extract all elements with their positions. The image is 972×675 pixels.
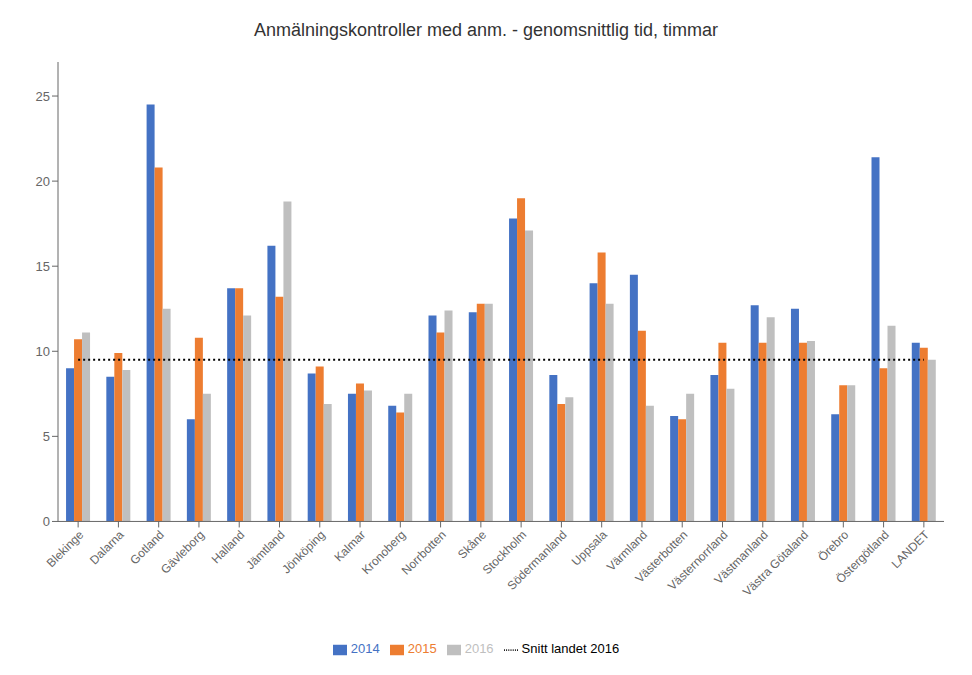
svg-text:5: 5 (43, 429, 50, 444)
svg-text:Blekinge: Blekinge (44, 527, 87, 570)
svg-text:Stockholm: Stockholm (479, 527, 530, 578)
svg-text:Norrbotten: Norrbotten (399, 528, 449, 578)
svg-text:Östergötland: Östergötland (833, 528, 891, 586)
svg-text:Västerbotten: Västerbotten (632, 527, 691, 586)
svg-text:Västmanland: Västmanland (711, 527, 771, 588)
svg-text:Gotland: Gotland (127, 528, 167, 568)
svg-text:25: 25 (36, 89, 50, 104)
html-text:Snitt landet 2016: Snitt landet 2016 (521, 641, 620, 657)
svg-text:Kronoberg: Kronoberg (358, 527, 409, 578)
html-text:2015: 2015 (407, 641, 437, 657)
html-text:2014: 2014 (350, 641, 380, 657)
svg-text:LANDET: LANDET (889, 527, 933, 571)
svg-text:Dalarna: Dalarna (87, 527, 127, 567)
svg-text:Västernorrland: Västernorrland (665, 527, 731, 594)
svg-text:10: 10 (36, 344, 50, 359)
svg-text:Kalmar: Kalmar (331, 528, 368, 565)
svg-text:Gävleborg: Gävleborg (158, 528, 207, 577)
svg-text:Jönköping: Jönköping (279, 528, 328, 577)
svg-text:15: 15 (36, 259, 50, 274)
svg-text:Örebro: Örebro (815, 527, 852, 564)
svg-text:Värmland: Värmland (603, 527, 651, 574)
svg-text:0: 0 (43, 514, 50, 529)
svg-text:Skåne: Skåne (455, 527, 489, 561)
svg-text:Södermanland: Södermanland (504, 528, 569, 593)
svg-text:20: 20 (36, 174, 50, 189)
svg-text:Västra Götaland: Västra Götaland (740, 528, 811, 599)
svg-text:Uppsala: Uppsala (569, 527, 610, 568)
svg-text:Jämtland: Jämtland (243, 527, 288, 572)
html-text:Anmälningskontroller med anm.: Anmälningskontroller med anm. - genomsni… (253, 20, 719, 40)
svg-text:Halland: Halland (209, 528, 248, 567)
html-text:2016: 2016 (464, 641, 494, 657)
